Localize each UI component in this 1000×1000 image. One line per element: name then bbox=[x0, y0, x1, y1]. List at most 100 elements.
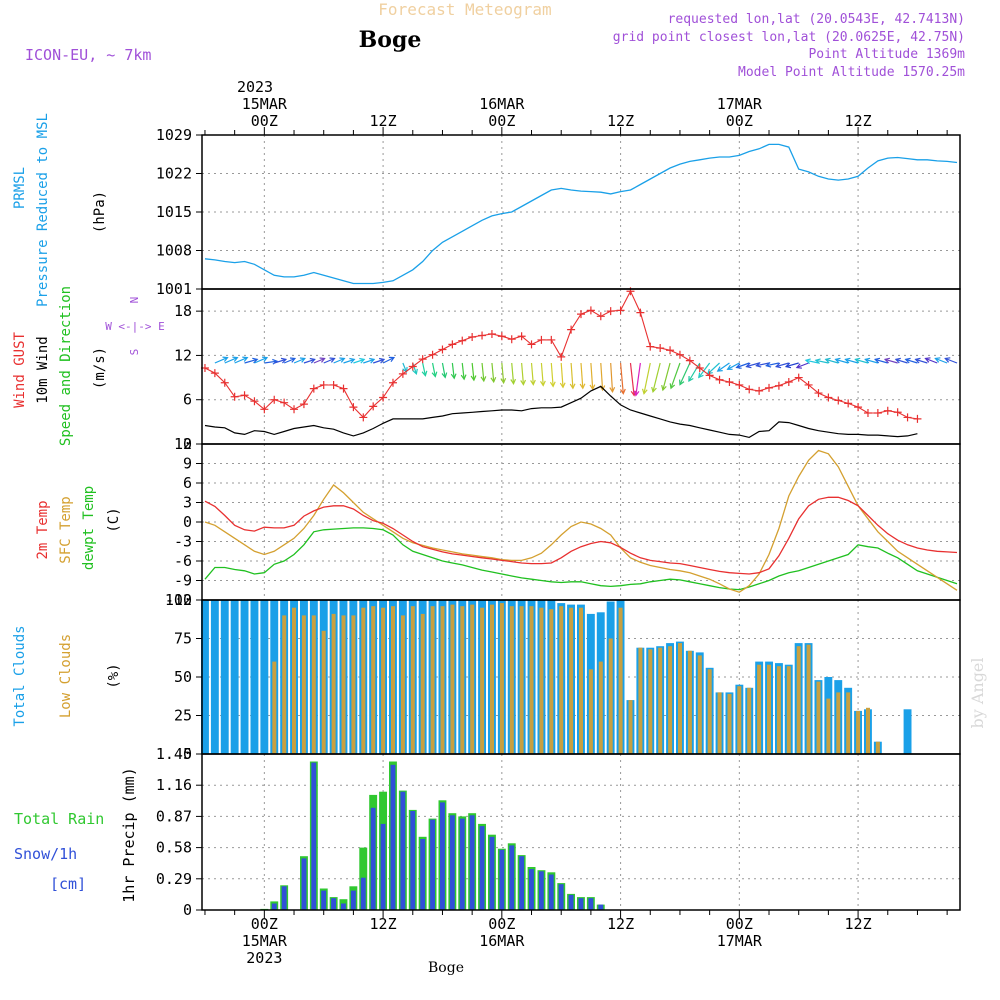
wind-arrow-head bbox=[726, 364, 733, 370]
y-tick-label: 0 bbox=[183, 513, 192, 531]
total-cloud-bar bbox=[230, 600, 239, 754]
gust-marker bbox=[745, 385, 754, 394]
wind-arrow bbox=[521, 362, 525, 385]
bottom-time-label: 16MAR bbox=[479, 932, 525, 950]
gust-marker bbox=[685, 356, 694, 365]
low-cloud-bar bbox=[796, 646, 801, 754]
wind-arrow-head bbox=[510, 378, 517, 385]
low-cloud-bar bbox=[519, 606, 524, 754]
gust-marker bbox=[705, 371, 714, 380]
gust-marker bbox=[210, 369, 219, 378]
gust-marker bbox=[497, 332, 506, 341]
y-tick-label: 0 bbox=[183, 435, 192, 453]
point-altitude: Point Altitude 1369m bbox=[808, 47, 965, 62]
gust-marker bbox=[577, 310, 585, 319]
gust-marker bbox=[309, 384, 318, 393]
wind-arrow bbox=[402, 362, 408, 373]
wind-arrow bbox=[935, 357, 948, 364]
low-cloud-bar bbox=[767, 664, 771, 754]
wind-arrow bbox=[451, 362, 455, 379]
clouds-labels: Total Clouds Low Clouds (%) bbox=[12, 625, 122, 726]
wind-arrow bbox=[865, 358, 879, 364]
wind-arrow bbox=[491, 362, 495, 382]
top-time-label: 12Z bbox=[370, 112, 397, 130]
y-tick-label: 12 bbox=[174, 346, 192, 364]
low-cloud-bar bbox=[282, 615, 287, 754]
wind-arrow-head bbox=[252, 357, 259, 364]
wind-arrow-head bbox=[289, 357, 297, 363]
temperature-labels: 2m Temp SFC Temp dewpt Temp (C) bbox=[35, 486, 122, 570]
y-tick-label: -6 bbox=[174, 552, 192, 570]
wind-arrow-head bbox=[924, 357, 931, 363]
wind-arrow-head bbox=[834, 357, 841, 364]
wind-arrow-head bbox=[844, 357, 851, 364]
snow-label: Snow/1h bbox=[14, 845, 77, 863]
y-tick-label: 0 bbox=[183, 745, 192, 763]
low-cloud-bar bbox=[628, 700, 633, 754]
wind-arrow bbox=[441, 362, 446, 378]
gust-marker bbox=[250, 397, 259, 406]
wind-arrow bbox=[884, 358, 898, 364]
wind-arrow-head bbox=[854, 357, 861, 364]
low-cloud-bar bbox=[757, 664, 762, 754]
low-cloud-bar bbox=[678, 643, 682, 754]
gust-marker bbox=[606, 307, 615, 316]
wind-arrow bbox=[382, 357, 395, 364]
snow-bar bbox=[400, 791, 406, 910]
wind-arrow-head bbox=[774, 362, 782, 369]
snow-bar bbox=[538, 871, 544, 910]
gust-marker bbox=[230, 392, 239, 401]
wind-arrow-head bbox=[412, 368, 418, 375]
low-cloud-bar bbox=[341, 615, 346, 754]
snow-bar bbox=[509, 845, 515, 910]
wind-arrow-head bbox=[579, 383, 586, 390]
wind-arrow-head bbox=[421, 370, 428, 377]
low-cloud-bar bbox=[549, 609, 554, 754]
wind-arrow bbox=[214, 357, 228, 364]
gust-marker bbox=[666, 346, 675, 355]
wind-arrow bbox=[698, 362, 711, 378]
low-cloud-bar bbox=[747, 687, 752, 754]
wind-arrow bbox=[825, 358, 839, 364]
y-tick-label: 0.29 bbox=[156, 870, 192, 888]
wind-arrow-head bbox=[349, 357, 356, 364]
low-cloud-bar bbox=[292, 607, 296, 754]
snow-bar bbox=[271, 903, 277, 910]
snow-bar bbox=[440, 802, 445, 910]
wind-arrow bbox=[925, 357, 938, 364]
grid-point-coords: grid point closest lon,lat (20.0625E, 42… bbox=[613, 30, 965, 45]
dewpt-line bbox=[204, 527, 958, 591]
prmsl-label: PRMSL bbox=[12, 167, 28, 209]
wind-arrow bbox=[471, 362, 475, 381]
wind-arrow bbox=[590, 362, 594, 390]
snow-bar bbox=[331, 898, 336, 910]
wind-arrow bbox=[422, 362, 426, 376]
y-tick-label: 1029 bbox=[156, 126, 192, 144]
wind-arrow bbox=[895, 358, 908, 364]
low-cloud-bar bbox=[460, 606, 465, 754]
y-tick-label: 1008 bbox=[156, 242, 192, 260]
y-tick-label: 6 bbox=[183, 391, 192, 409]
wind-arrow bbox=[635, 362, 641, 396]
wind-arrow-head bbox=[242, 356, 249, 362]
wind-arrow bbox=[264, 360, 278, 364]
y-tick-label: -12 bbox=[165, 591, 192, 609]
snow-bar bbox=[588, 898, 594, 910]
precip-labels: Total Rain Snow/1h [cm] 1hr Precip (mm) bbox=[14, 767, 138, 902]
wind-arrow bbox=[874, 358, 888, 364]
wind-arrow bbox=[629, 362, 635, 396]
wind-arrow-head bbox=[232, 356, 239, 362]
low-cloud-bar bbox=[351, 615, 356, 754]
wind-arrow bbox=[619, 362, 624, 394]
wind-arrow-head bbox=[569, 383, 576, 390]
low-cloud-bar bbox=[776, 666, 781, 754]
gust-marker bbox=[695, 363, 704, 372]
wind-arrow bbox=[580, 362, 584, 389]
wind-arrow bbox=[776, 362, 789, 368]
low-clouds-label: Low Clouds bbox=[58, 634, 74, 718]
requested-coords: requested lon,lat (20.0543E, 42.7413N) bbox=[668, 12, 965, 27]
gust-marker bbox=[873, 409, 882, 417]
compass-s: S bbox=[128, 349, 141, 356]
low-cloud-bar bbox=[846, 692, 851, 754]
